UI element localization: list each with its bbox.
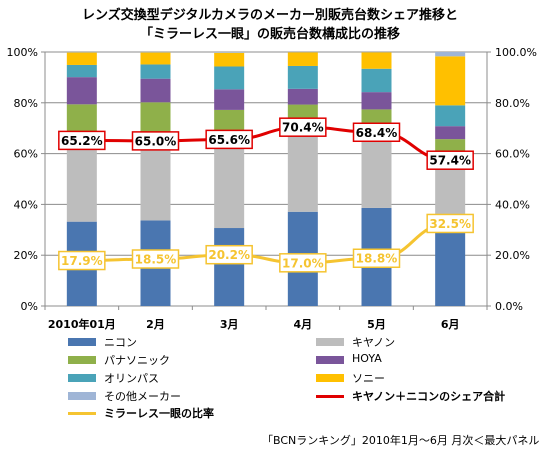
x-tick-label: 2010年01月	[48, 317, 116, 331]
bar-segment	[140, 52, 171, 65]
x-tick-label: 6月	[441, 318, 460, 331]
bar-segment	[66, 77, 97, 105]
chart-subtitle: 「ミラーレス一眼」の販売台数構成比の推移	[139, 27, 400, 42]
data-label-box	[352, 248, 401, 268]
data-label: 18.8%	[356, 252, 398, 266]
data-label-box	[205, 129, 253, 150]
bar-segment	[361, 52, 392, 69]
y-tick-label-right: 40.0%	[495, 198, 530, 211]
data-label-box	[131, 249, 180, 269]
chart-title: レンズ交換型デジタルカメラのメーカー別販売台数シェア推移と	[81, 8, 459, 23]
bar-segment	[361, 92, 392, 110]
data-label: 57.4%	[429, 154, 471, 168]
bar-segment	[287, 52, 318, 66]
bar-segment	[287, 127, 318, 212]
y-tick-label-right: 100.0%	[495, 46, 537, 59]
y-tick-label-left: 0%	[21, 300, 38, 313]
legend-label: キヤノン＋ニコンのシェア合計	[352, 390, 506, 403]
bar-segment	[361, 132, 392, 208]
bar-segment	[214, 139, 245, 229]
bar-segment	[435, 52, 466, 57]
source-note: 「BCNランキング」2010年1月〜6月 月次＜最大パネル＞	[262, 434, 540, 447]
data-label-box	[279, 117, 327, 137]
data-label-box	[426, 213, 474, 234]
bar-segment	[435, 223, 466, 306]
legend-label: キヤノン	[352, 336, 396, 349]
data-label: 18.5%	[135, 253, 177, 267]
legend-label: ソニー	[352, 372, 385, 385]
y-tick-label-left: 60%	[14, 148, 38, 161]
bar-segment	[361, 68, 392, 93]
x-tick-label: 4月	[294, 318, 313, 331]
legend-swatch	[68, 356, 96, 364]
legend-swatch	[316, 374, 344, 382]
data-label: 65.6%	[208, 133, 250, 147]
bar-segment	[66, 52, 97, 65]
bar-segment	[214, 66, 245, 90]
bar-segment	[140, 52, 171, 53]
bar-segment	[435, 56, 466, 106]
data-label: 17.0%	[282, 256, 324, 270]
legend-swatch	[68, 338, 96, 346]
y-tick-label-right: 0.0%	[495, 300, 523, 313]
bar-segment	[214, 228, 245, 306]
data-label: 65.2%	[61, 134, 103, 148]
y-tick-label-left: 20%	[14, 249, 38, 262]
legend-swatch	[316, 395, 344, 398]
data-label-box	[352, 122, 401, 143]
data-label-box	[205, 244, 253, 265]
x-tick-label: 2月	[146, 318, 165, 331]
legend-swatch	[68, 374, 96, 382]
bar-segment	[66, 140, 97, 222]
x-tick-label: 3月	[220, 318, 239, 331]
bar-segment	[214, 89, 245, 110]
bar-segment	[287, 65, 318, 89]
data-label: 32.5%	[429, 217, 471, 231]
data-label-box	[131, 131, 180, 151]
bar-segment	[140, 140, 171, 221]
y-tick-label-right: 80.0%	[495, 97, 530, 110]
data-label: 68.4%	[356, 126, 398, 140]
data-label: 65.0%	[135, 134, 177, 148]
legend-label: その他メーカー	[104, 390, 181, 403]
bar-segment	[66, 64, 97, 78]
legend-label: ニコン	[104, 336, 137, 349]
data-label-box	[58, 250, 106, 271]
y-tick-label-right: 60.0%	[495, 148, 530, 161]
bar-segment	[214, 52, 245, 53]
bar-segment	[287, 88, 318, 105]
y-tick-label-left: 40%	[14, 198, 38, 211]
bar-segment	[66, 52, 97, 53]
legend-label: ミラーレス一眼の比率	[104, 407, 214, 420]
bar-segment	[435, 160, 466, 224]
legend-swatch	[68, 392, 96, 400]
y-tick-label-right: 20.0%	[495, 249, 530, 262]
y-tick-label-left: 80%	[14, 97, 38, 110]
data-label: 70.4%	[282, 121, 324, 135]
data-label: 20.2%	[208, 248, 250, 262]
bar-segment	[214, 52, 245, 67]
data-label-box	[426, 150, 474, 170]
data-label-box	[58, 130, 106, 151]
legend-swatch	[68, 412, 96, 415]
legend-label: オリンパス	[104, 372, 159, 385]
legend-label: パナソニック	[104, 354, 170, 367]
legend-swatch	[316, 356, 344, 364]
x-tick-label: 5月	[367, 318, 386, 331]
bar-segment	[435, 105, 466, 127]
y-tick-label-left: 100%	[7, 46, 38, 59]
bar-segment	[140, 64, 171, 79]
bar-segment	[435, 126, 466, 140]
bar-segment	[140, 78, 171, 103]
data-label-box	[279, 253, 327, 273]
data-label: 17.9%	[61, 254, 103, 268]
legend-label: HOYA	[352, 352, 382, 365]
legend-swatch	[316, 338, 344, 346]
